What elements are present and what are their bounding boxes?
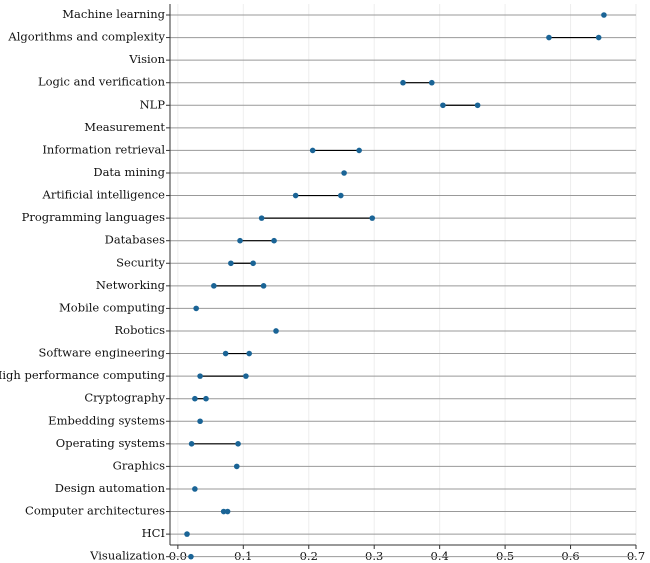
- dot: [341, 170, 347, 176]
- dot: [237, 237, 243, 244]
- dot: [243, 373, 249, 379]
- y-tick-label: High performance computing: [0, 368, 166, 382]
- dot: [292, 192, 299, 199]
- dot: [440, 102, 446, 109]
- dot: [273, 328, 279, 334]
- y-tick-label: Information retrieval: [42, 142, 165, 156]
- y-tick-label: Computer architectures: [25, 504, 165, 518]
- y-tick-label: Databases: [105, 233, 165, 247]
- dot: [271, 237, 277, 244]
- dot: [192, 486, 198, 492]
- dot: [595, 34, 602, 41]
- x-tick-label: 0.1: [234, 549, 252, 563]
- y-tick-label: Mobile computing: [59, 300, 166, 314]
- x-tick-label: 0.7: [627, 549, 645, 563]
- y-tick-label: Software engineering: [38, 346, 165, 360]
- dot: [258, 215, 265, 221]
- y-tick-label: Vision: [128, 52, 165, 66]
- y-tick-label: NLP: [140, 97, 166, 111]
- dot: [309, 147, 316, 154]
- dot: [369, 215, 376, 221]
- y-tick-label: Visualization: [89, 549, 165, 563]
- dot: [188, 441, 195, 447]
- y-tick-label: Machine learning: [62, 7, 165, 21]
- x-tick-label: 0.3: [365, 549, 383, 563]
- y-tick-label: Graphics: [113, 458, 165, 472]
- dot: [546, 34, 552, 41]
- dot: [233, 463, 240, 470]
- y-tick-label: Embedding systems: [48, 413, 165, 427]
- dot: [188, 553, 194, 560]
- dot: [428, 79, 435, 86]
- dot: [211, 283, 217, 289]
- dot: [250, 260, 256, 267]
- dot: [338, 192, 344, 199]
- dot: [184, 531, 190, 537]
- dot: [222, 350, 229, 357]
- dot: [192, 395, 198, 402]
- y-tick-label: Measurement: [84, 120, 165, 134]
- x-tick-label: 0.0: [169, 549, 187, 563]
- x-tick-label: 0.2: [300, 549, 318, 563]
- dot: [224, 508, 231, 515]
- y-tick-label: Cryptography: [84, 391, 165, 405]
- y-tick-label: HCI: [142, 526, 165, 540]
- dot: [400, 79, 406, 86]
- y-tick-label: Networking: [96, 278, 166, 292]
- dot: [235, 441, 241, 447]
- dot: [203, 395, 209, 402]
- dot: [601, 12, 607, 18]
- dot: [260, 283, 267, 289]
- dot: [193, 305, 199, 312]
- y-tick-label: Security: [116, 255, 165, 269]
- dot: [228, 260, 234, 267]
- dot: [197, 418, 203, 425]
- x-tick-label: 0.6: [561, 549, 579, 563]
- y-tick-label: Algorithms and complexity: [7, 30, 165, 44]
- dot: [197, 373, 203, 379]
- x-tick-label: 0.4: [431, 549, 449, 563]
- y-tick-label: Operating systems: [56, 436, 165, 450]
- dot: [220, 508, 227, 515]
- dot: [474, 102, 481, 109]
- y-tick-label: Artificial intelligence: [42, 188, 166, 202]
- y-tick-label: Programming languages: [22, 210, 166, 224]
- dot: [246, 350, 252, 357]
- y-tick-label: Design automation: [55, 481, 166, 495]
- x-tick-label: 0.5: [496, 549, 514, 563]
- y-tick-label: Data mining: [93, 165, 165, 179]
- y-tick-label: Logic and verification: [38, 75, 166, 89]
- dot: [356, 147, 362, 154]
- y-tick-label: Robotics: [114, 323, 165, 337]
